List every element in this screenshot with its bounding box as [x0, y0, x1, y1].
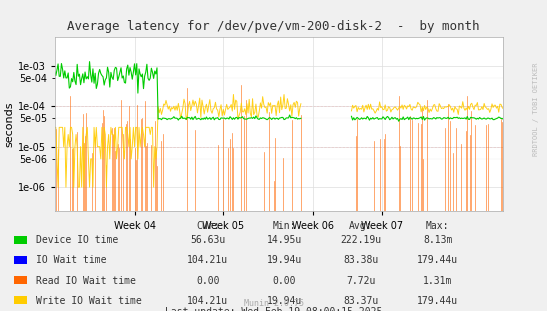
Text: Min:: Min: [273, 221, 296, 231]
Text: 222.19u: 222.19u [340, 235, 382, 245]
Text: 19.94u: 19.94u [267, 255, 302, 265]
Text: 56.63u: 56.63u [190, 235, 225, 245]
Text: IO Wait time: IO Wait time [36, 255, 106, 265]
Text: 8.13m: 8.13m [423, 235, 452, 245]
Text: 179.44u: 179.44u [417, 255, 458, 265]
Text: Device IO time: Device IO time [36, 235, 118, 245]
Text: Munin 2.0.75: Munin 2.0.75 [243, 299, 304, 308]
Text: 7.72u: 7.72u [346, 276, 376, 285]
Text: RRDTOOL / TOBI OETIKER: RRDTOOL / TOBI OETIKER [533, 62, 539, 156]
Text: 0.00: 0.00 [196, 276, 219, 285]
Text: Average latency for /dev/pve/vm-200-disk-2  -  by month: Average latency for /dev/pve/vm-200-disk… [67, 20, 480, 33]
Text: Read IO Wait time: Read IO Wait time [36, 276, 136, 285]
Text: 104.21u: 104.21u [187, 255, 229, 265]
Text: 19.94u: 19.94u [267, 296, 302, 306]
Text: Cur:: Cur: [196, 221, 219, 231]
Y-axis label: seconds: seconds [5, 102, 15, 147]
Text: Avg:: Avg: [350, 221, 373, 231]
Text: 83.37u: 83.37u [344, 296, 379, 306]
Text: 83.38u: 83.38u [344, 255, 379, 265]
Text: 14.95u: 14.95u [267, 235, 302, 245]
Text: Write IO Wait time: Write IO Wait time [36, 296, 141, 306]
Text: 104.21u: 104.21u [187, 296, 229, 306]
Text: 1.31m: 1.31m [423, 276, 452, 285]
Text: Last update: Wed Feb 19 08:00:15 2025: Last update: Wed Feb 19 08:00:15 2025 [165, 307, 382, 311]
Text: 0.00: 0.00 [273, 276, 296, 285]
Text: Max:: Max: [426, 221, 449, 231]
Text: 179.44u: 179.44u [417, 296, 458, 306]
